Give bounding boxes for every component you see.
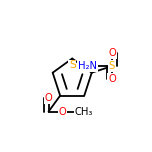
Text: S: S [109, 61, 115, 71]
Text: CH₃: CH₃ [74, 107, 93, 117]
Text: O: O [108, 74, 116, 84]
Text: O: O [45, 93, 52, 103]
Text: O: O [108, 48, 116, 58]
Text: O: O [58, 107, 66, 117]
Text: S: S [69, 60, 76, 71]
Text: H₂N: H₂N [78, 61, 97, 71]
